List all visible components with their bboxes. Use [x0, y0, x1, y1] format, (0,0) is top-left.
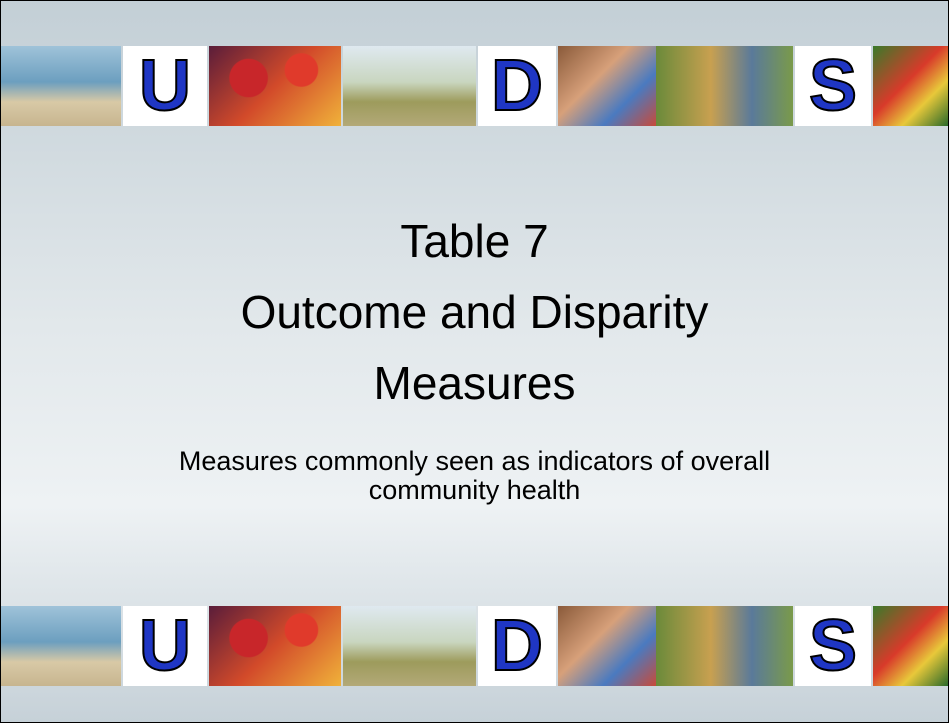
- banner-letter: D: [478, 46, 556, 126]
- banner-letter: D: [478, 606, 556, 686]
- photo-fruit: [209, 46, 341, 126]
- top-banner: U D S: [1, 46, 948, 126]
- photo-garden: [656, 46, 793, 126]
- banner-letter: U: [123, 46, 207, 126]
- photo-walkers: [343, 606, 476, 686]
- bottom-banner: U D S: [1, 606, 948, 686]
- photo-children: [558, 606, 656, 686]
- slide: U D S Table 7 Outcome and Disparity Meas…: [0, 0, 949, 723]
- photo-fruit: [209, 606, 341, 686]
- photo-garden: [656, 606, 793, 686]
- photo-vegetables: [873, 606, 948, 686]
- title-line: Table 7: [1, 214, 948, 268]
- banner-letter: S: [795, 606, 871, 686]
- photo-children: [558, 46, 656, 126]
- subtitle-line: Measures commonly seen as indicators of …: [1, 446, 948, 477]
- photo-beach: [1, 46, 121, 126]
- photo-beach: [1, 606, 121, 686]
- page: U D S Table 7 Outcome and Disparity Meas…: [0, 0, 949, 723]
- title-line: Measures: [1, 356, 948, 410]
- banner-letter: S: [795, 46, 871, 126]
- title-line: Outcome and Disparity: [1, 285, 948, 339]
- subtitle-line: community health: [1, 475, 948, 506]
- banner-letter: U: [123, 606, 207, 686]
- photo-vegetables: [873, 46, 948, 126]
- photo-walkers: [343, 46, 476, 126]
